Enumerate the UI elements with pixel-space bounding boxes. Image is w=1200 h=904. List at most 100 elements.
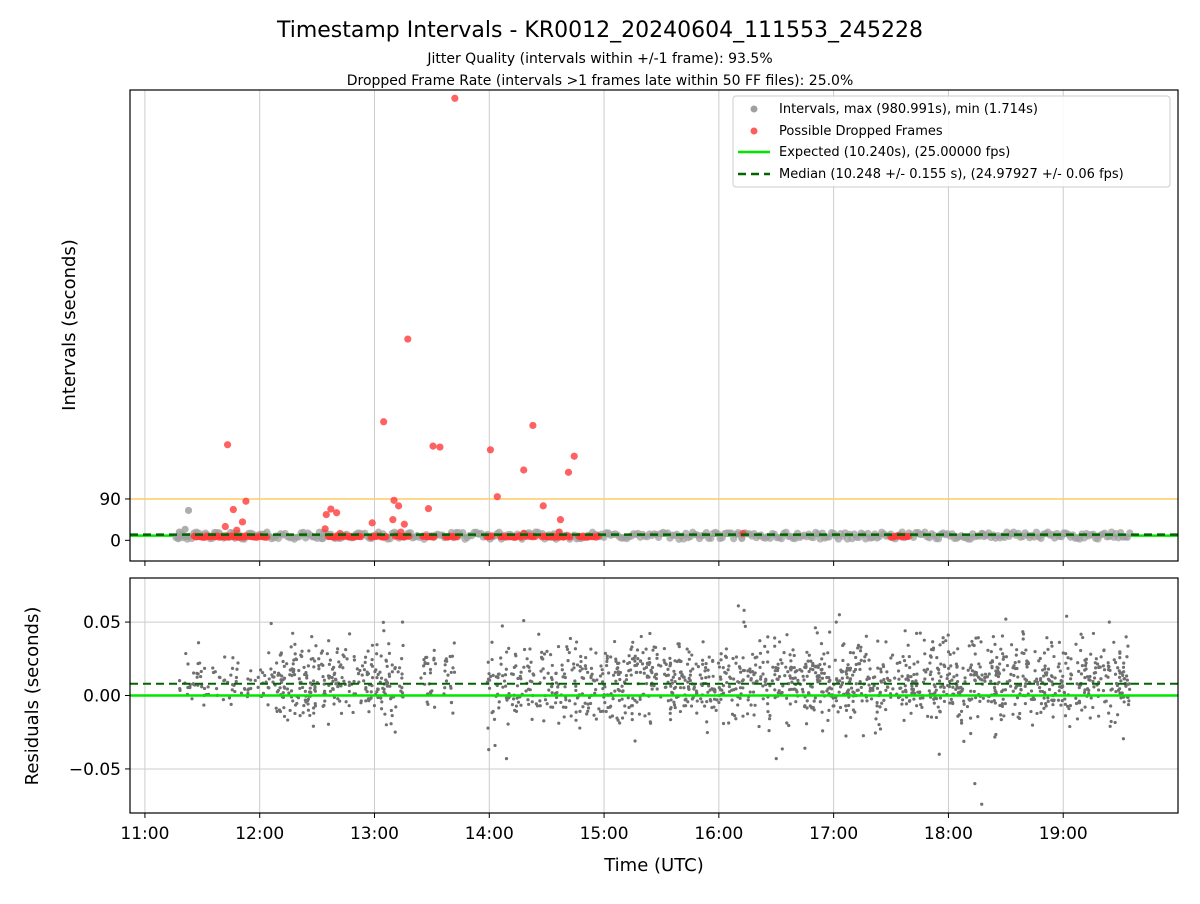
residual-point <box>385 684 390 688</box>
residual-point <box>986 699 990 703</box>
intervals-y-tick-label: 90 <box>99 490 121 510</box>
residual-point <box>1037 659 1041 663</box>
residual-point <box>635 670 639 674</box>
residual-point <box>620 716 625 720</box>
residual-point <box>638 659 643 663</box>
residual-point <box>812 699 816 703</box>
residual-point <box>618 721 622 725</box>
residual-point <box>334 682 338 686</box>
residuals-y-tick-label: 0.05 <box>83 613 121 633</box>
residual-point <box>962 702 966 706</box>
residual-point <box>664 662 668 666</box>
residual-point <box>955 665 959 669</box>
residual-point <box>1074 696 1078 700</box>
residual-point <box>802 705 807 709</box>
residual-point <box>880 701 884 705</box>
residual-point <box>794 700 798 704</box>
residual-point <box>1113 672 1118 676</box>
residual-point <box>372 704 377 708</box>
residual-point <box>999 718 1003 722</box>
residual-point <box>973 782 977 786</box>
residual-point <box>669 698 673 702</box>
residual-point <box>400 657 404 661</box>
residual-point <box>758 665 762 669</box>
dropped-frame-point <box>242 497 250 505</box>
residual-point <box>969 731 973 736</box>
residual-point <box>1041 689 1045 694</box>
residual-point <box>565 647 570 651</box>
residual-point <box>388 684 392 688</box>
residual-point <box>773 673 777 677</box>
residual-point <box>1126 702 1131 707</box>
residual-point <box>574 710 578 714</box>
dropped-frame-point <box>436 443 444 451</box>
residual-point <box>994 732 998 737</box>
residual-point <box>186 685 190 690</box>
residual-point <box>303 689 307 693</box>
residual-point <box>217 675 221 679</box>
residual-point <box>655 656 659 660</box>
residual-point <box>644 647 648 651</box>
residual-point <box>934 715 939 720</box>
residual-point <box>347 680 351 684</box>
residual-point <box>1102 648 1106 652</box>
residual-point <box>1025 665 1029 669</box>
residual-point <box>575 663 580 667</box>
residual-point <box>664 673 668 678</box>
residual-point <box>1074 642 1078 646</box>
residual-point <box>1056 698 1061 702</box>
residual-point <box>1049 640 1054 645</box>
dropped-frame-point <box>389 516 397 524</box>
residual-point <box>1113 660 1118 665</box>
residual-point <box>297 668 301 673</box>
residual-point <box>813 696 817 700</box>
residual-point <box>818 662 822 667</box>
residual-point <box>909 675 913 679</box>
residual-point <box>884 688 888 692</box>
residual-point <box>1114 689 1118 694</box>
dropped-frame-point <box>520 466 528 474</box>
residual-point <box>1083 675 1087 680</box>
residual-point <box>1033 679 1037 683</box>
residual-point <box>623 704 627 708</box>
residual-point <box>358 668 362 673</box>
residual-point <box>1121 737 1126 741</box>
residual-point <box>379 696 383 700</box>
residual-point <box>202 686 207 691</box>
residual-point <box>327 639 331 643</box>
residual-point <box>1038 689 1042 693</box>
residual-point <box>869 697 874 701</box>
residual-point <box>390 714 394 718</box>
residual-point <box>689 669 693 673</box>
residual-point <box>970 639 974 644</box>
residual-point <box>682 686 686 690</box>
residual-point <box>331 679 335 683</box>
residual-point <box>530 700 534 704</box>
residual-point <box>620 684 624 688</box>
residual-point <box>734 661 738 665</box>
interval-point <box>184 506 193 515</box>
residual-point <box>1112 658 1116 662</box>
residual-point <box>227 696 232 700</box>
residual-point <box>186 662 190 666</box>
residual-point <box>809 659 813 663</box>
residual-point <box>629 704 633 708</box>
residual-point <box>305 673 309 678</box>
residual-point <box>1014 684 1019 688</box>
residual-point <box>858 667 862 672</box>
residual-point <box>397 666 402 670</box>
residual-point <box>866 675 870 679</box>
residual-point <box>951 701 955 706</box>
residual-point <box>344 700 348 704</box>
residual-point <box>423 671 427 676</box>
residual-point <box>650 687 654 691</box>
residual-point <box>387 642 391 646</box>
residual-point <box>609 704 613 708</box>
residual-point <box>249 669 253 673</box>
residual-point <box>937 679 942 683</box>
residual-point <box>306 664 310 668</box>
residual-point <box>1109 719 1113 724</box>
residual-point <box>261 691 266 695</box>
residual-point <box>311 679 316 683</box>
